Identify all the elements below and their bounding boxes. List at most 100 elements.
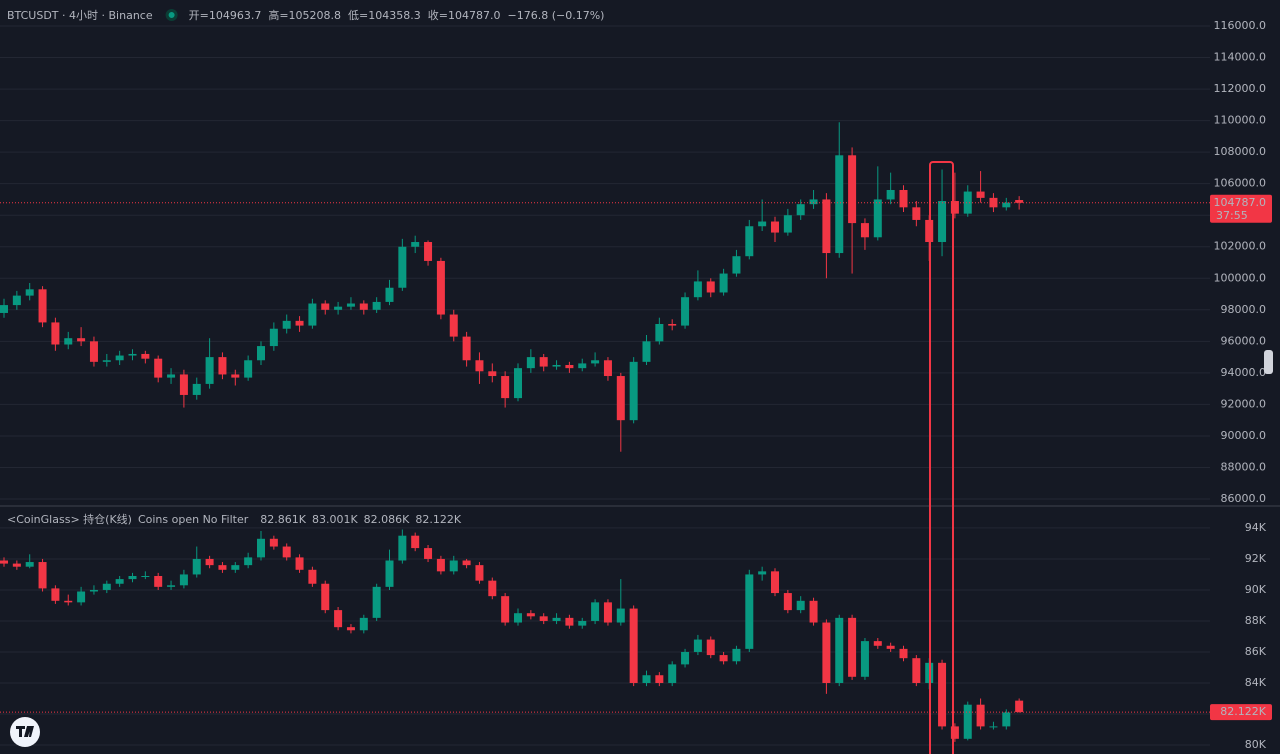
ohlc-label: 低= bbox=[348, 9, 368, 22]
candle-body bbox=[552, 617, 561, 621]
candle-body bbox=[244, 557, 253, 566]
candle-body bbox=[167, 374, 176, 378]
candle-body bbox=[719, 273, 728, 293]
candle-body bbox=[565, 364, 574, 369]
candle-body bbox=[886, 189, 895, 200]
candle-body bbox=[385, 287, 394, 302]
candle-body bbox=[218, 357, 227, 375]
candle-body bbox=[308, 569, 317, 584]
candle-body bbox=[257, 346, 265, 361]
candle-body bbox=[578, 363, 587, 369]
candle-body bbox=[488, 580, 497, 597]
candle-body bbox=[0, 305, 8, 313]
candle-body bbox=[835, 155, 844, 254]
candle-body bbox=[950, 201, 959, 214]
candle-body bbox=[282, 320, 291, 329]
ohlc-label: 高= bbox=[268, 8, 288, 22]
candle-body bbox=[719, 655, 728, 662]
candle-body bbox=[873, 199, 882, 238]
candle-body bbox=[411, 242, 420, 247]
candle-body bbox=[449, 560, 458, 572]
candle-body bbox=[758, 571, 767, 575]
candle-body bbox=[1002, 712, 1011, 727]
candle-body bbox=[462, 560, 471, 566]
candle-body bbox=[51, 322, 60, 345]
ohlc-value: 104787.0 bbox=[448, 9, 501, 22]
y-tick-label: 90000.0 bbox=[1221, 429, 1267, 442]
candle-body bbox=[848, 155, 857, 224]
candle-body bbox=[501, 596, 510, 623]
y-tick-label: 86K bbox=[1245, 645, 1267, 658]
candle-body bbox=[642, 675, 651, 683]
candle-body bbox=[963, 704, 972, 739]
countdown: 37:55 bbox=[1216, 209, 1248, 222]
candle-body bbox=[257, 538, 265, 558]
candle-body bbox=[372, 301, 381, 310]
candle-body bbox=[732, 648, 741, 662]
ohlc-value: 104358.3 bbox=[368, 9, 421, 22]
candle-body bbox=[616, 608, 625, 623]
candle-body bbox=[269, 538, 278, 547]
candle-body bbox=[141, 575, 150, 577]
candle-body bbox=[912, 207, 921, 220]
candle-body bbox=[12, 563, 21, 567]
candle-body bbox=[501, 376, 510, 399]
candle-body bbox=[899, 189, 908, 208]
candle-body bbox=[321, 583, 330, 611]
candle-body bbox=[218, 565, 227, 570]
candle-body bbox=[321, 303, 330, 310]
candle-body bbox=[783, 215, 792, 233]
candle-body bbox=[154, 575, 163, 587]
y-tick-label: 84K bbox=[1245, 676, 1267, 689]
candle-body bbox=[462, 336, 471, 361]
candle-body bbox=[436, 260, 445, 315]
candle-body bbox=[603, 360, 612, 377]
candle-body bbox=[398, 535, 407, 561]
candle-body bbox=[989, 726, 998, 728]
candle-body bbox=[269, 328, 278, 347]
candle-body bbox=[334, 306, 343, 310]
candle-body bbox=[552, 364, 561, 367]
candle-body bbox=[976, 704, 985, 727]
candle-body bbox=[424, 548, 433, 559]
y-tick-label: 108000.0 bbox=[1214, 145, 1267, 158]
candle-body bbox=[205, 357, 214, 384]
candle-body bbox=[89, 589, 98, 592]
candle-body bbox=[912, 658, 921, 683]
candle-body bbox=[514, 368, 522, 399]
chart-title: BTCUSDT · 4小时 · Binance bbox=[7, 9, 153, 22]
candle-body bbox=[25, 562, 34, 567]
indicator-value: 82.122K bbox=[415, 513, 461, 526]
y-tick-label: 94000.0 bbox=[1221, 366, 1267, 379]
candle-body bbox=[334, 610, 343, 628]
candle-body bbox=[938, 662, 947, 727]
candle-body bbox=[565, 617, 574, 626]
candle-body bbox=[51, 588, 60, 601]
candle-body bbox=[424, 242, 433, 261]
y-tick-label: 90K bbox=[1245, 583, 1267, 596]
candle-body bbox=[77, 591, 86, 603]
candle-body bbox=[115, 579, 124, 584]
y-tick-label: 110000.0 bbox=[1214, 114, 1267, 127]
ohlc-label: 收= bbox=[428, 8, 448, 22]
scroll-handle[interactable] bbox=[1264, 350, 1273, 374]
candle-body bbox=[603, 602, 612, 623]
ohlc-value: 104963.7 bbox=[209, 9, 262, 22]
logo-mark bbox=[16, 726, 34, 737]
candle-body bbox=[38, 562, 47, 589]
logo-badge bbox=[10, 717, 40, 747]
candle-body bbox=[873, 641, 882, 646]
candle-body bbox=[745, 226, 754, 257]
plot-layer: 86000.0 88000.0 90000.0 92000.0 94000.0 96000… bbox=[0, 8, 1272, 751]
candle-body bbox=[758, 221, 767, 227]
y-tick-label: 112000.0 bbox=[1214, 82, 1267, 95]
candle-body bbox=[25, 289, 34, 296]
candle-body bbox=[668, 664, 677, 683]
candle-body bbox=[102, 583, 111, 590]
candle-body bbox=[681, 297, 690, 326]
candle-body bbox=[359, 617, 368, 631]
y-tick-label: 88000.0 bbox=[1221, 460, 1267, 473]
candle-body bbox=[642, 341, 651, 362]
